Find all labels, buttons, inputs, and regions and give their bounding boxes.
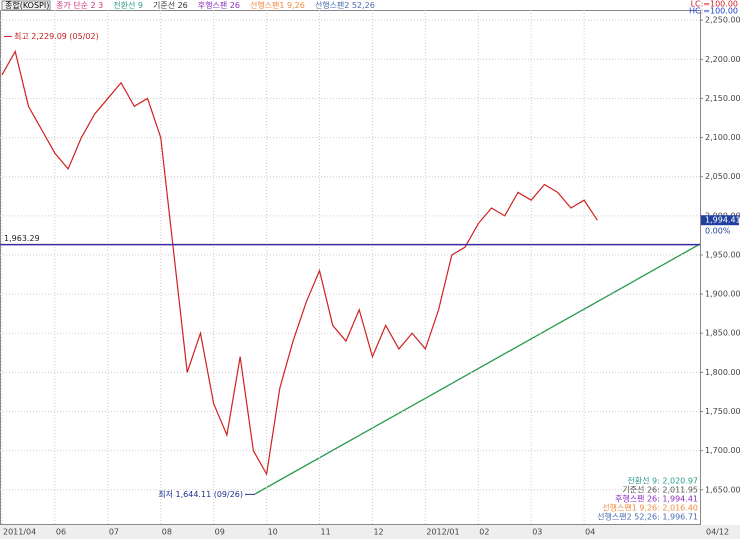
status-label: 전환선 9: 2,020.97 xyxy=(627,476,698,486)
legend-entry: 선행스팬1 9,26 xyxy=(250,0,305,10)
y-tick-label: 2,200.00 xyxy=(705,55,740,64)
x-tick-label: 10 xyxy=(268,528,278,537)
y-tick-label: 2,050.00 xyxy=(705,172,740,181)
x-tick-label: 2011/04 xyxy=(3,528,36,537)
x-tick-label: 07 xyxy=(109,528,119,537)
legend-entry: 전환선 9 xyxy=(113,0,143,10)
high-label: 최고 2,229.09 (05/02) xyxy=(14,31,99,41)
legend-entry: 후행스팬 26 xyxy=(198,0,240,10)
last-change-label: 0.00% xyxy=(705,227,731,236)
last-price-box xyxy=(701,215,739,226)
x-tick-label: 11 xyxy=(321,528,331,537)
status-label: 선행스팬1 9,26: 2,016.40 xyxy=(602,503,698,513)
x-axis-band xyxy=(0,525,740,539)
x-tick-label: 2012/01 xyxy=(426,528,459,537)
x-tick-label: 06 xyxy=(56,528,66,537)
y-tick-label: 1,850.00 xyxy=(705,329,740,338)
y-tick-label: 1,650.00 xyxy=(705,485,740,494)
y-tick-label: 2,250.00 xyxy=(705,16,740,25)
title-box xyxy=(1,0,51,11)
legend-entry: 종가 단순 2 3 xyxy=(56,0,103,10)
y-tick-label: 1,950.00 xyxy=(705,250,740,259)
chart-title: 종합(KOSPI) xyxy=(5,1,49,10)
scale-note: LC:=100.00 xyxy=(691,0,738,9)
x-tick-label: 02 xyxy=(479,528,489,537)
price-line xyxy=(1,49,598,476)
scale-note: HC:=100.00 xyxy=(689,7,738,16)
y-tick-label: 1,900.00 xyxy=(705,290,740,299)
y-tick-label: 2,150.00 xyxy=(705,94,740,103)
status-label: 기준선 26: 2,011.95 xyxy=(622,486,698,495)
x-tick-label: 12 xyxy=(373,528,383,537)
status-label: 후행스팬 26: 1,994.41 xyxy=(615,494,698,504)
last-price-label: 1,994.41 xyxy=(705,216,740,225)
support-label: 1,963.29 xyxy=(4,234,40,243)
y-tick-label: 1,700.00 xyxy=(705,446,740,455)
x-tick-label: 08 xyxy=(162,528,172,537)
plot-frame xyxy=(0,10,701,525)
y-tick-label: 2,100.00 xyxy=(705,133,740,142)
y-tick-label: 1,800.00 xyxy=(705,368,740,377)
x-tick-label: 04 xyxy=(585,528,595,537)
legend-entry: 선행스팬2 52,26 xyxy=(315,0,375,10)
trend-line xyxy=(254,243,701,495)
legend-entry: 기준선 26 xyxy=(153,1,188,10)
x-tick-label: 09 xyxy=(215,528,225,537)
low-label: 최저 1,644.11 (09/26) xyxy=(158,489,243,499)
x-tick-label: 03 xyxy=(532,528,542,537)
y-tick-label: 1,750.00 xyxy=(705,407,740,416)
x-end-label: 04/12 xyxy=(706,528,729,537)
status-label: 선행스팬2 52,26: 1,996.71 xyxy=(597,512,698,522)
